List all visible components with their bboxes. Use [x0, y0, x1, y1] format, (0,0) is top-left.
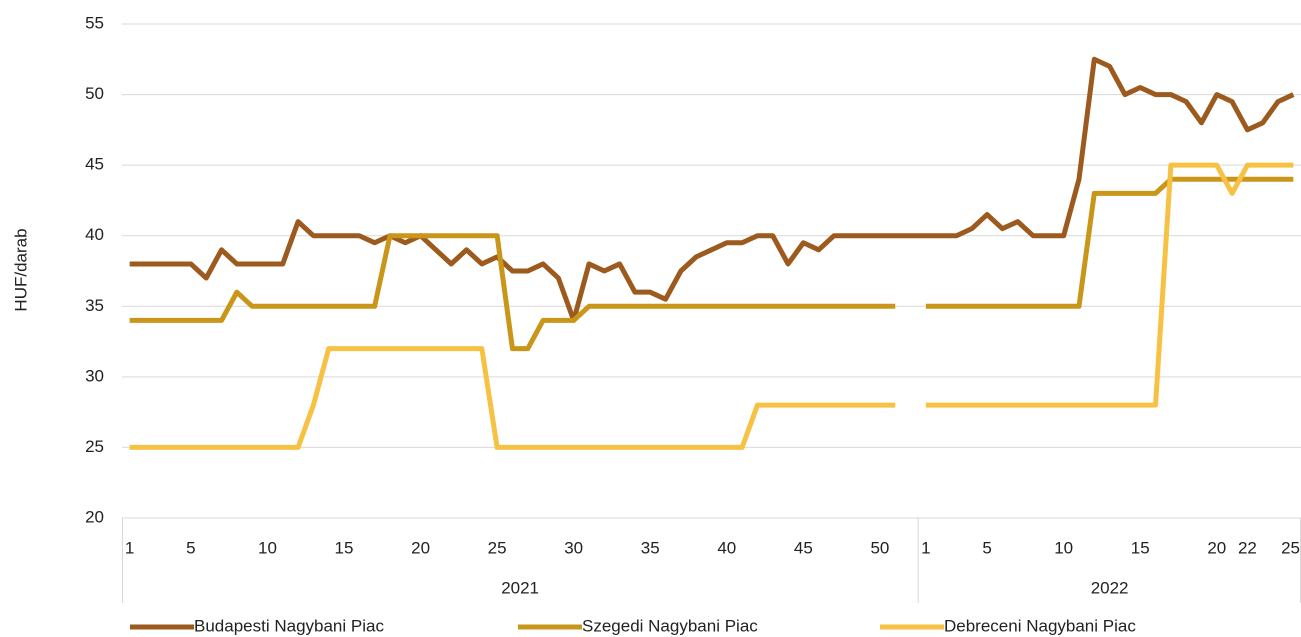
- legend-label: Budapesti Nagybani Piac: [194, 616, 384, 635]
- x-tick-label: 22: [1238, 538, 1257, 557]
- y-tick-label: 20: [85, 507, 104, 526]
- y-tick-label: 55: [85, 13, 104, 32]
- y-tick-label: 40: [85, 225, 104, 244]
- x-tick-label: 5: [982, 538, 991, 557]
- y-tick-label: 30: [85, 366, 104, 385]
- x-tick-label: 50: [870, 538, 889, 557]
- x-tick-label: 15: [1131, 538, 1150, 557]
- x-tick-label: 1: [125, 538, 134, 557]
- legend-label: Szegedi Nagybani Piac: [582, 616, 758, 635]
- series-line: [129, 56, 1295, 323]
- x-tick-label: 10: [258, 538, 277, 557]
- y-tick-label: 35: [85, 296, 104, 315]
- x-tick-label: 1: [921, 538, 930, 557]
- x-tick-label: 25: [488, 538, 507, 557]
- y-tick-label: 25: [85, 437, 104, 456]
- x-tick-label: 20: [1207, 538, 1226, 557]
- x-tick-label: 45: [794, 538, 813, 557]
- x-tick-label: 15: [335, 538, 354, 557]
- x-tick-label: 40: [717, 538, 736, 557]
- x-tick-label: 30: [564, 538, 583, 557]
- y-tick-label: 45: [85, 155, 104, 174]
- series-line: [129, 162, 1294, 450]
- legend-label: Debreceni Nagybani Piac: [944, 616, 1136, 635]
- x-tick-label: 10: [1054, 538, 1073, 557]
- x-tick-label: 5: [186, 538, 195, 557]
- group-label: 2021: [501, 578, 539, 597]
- group-label: 2022: [1091, 578, 1129, 597]
- y-tick-label: 50: [85, 84, 104, 103]
- x-tick-label: 25: [1281, 538, 1300, 557]
- y-axis-label: HUF/darab: [11, 228, 30, 311]
- x-tick-label: 35: [641, 538, 660, 557]
- x-tick-label: 20: [411, 538, 430, 557]
- series-line: [129, 176, 1294, 352]
